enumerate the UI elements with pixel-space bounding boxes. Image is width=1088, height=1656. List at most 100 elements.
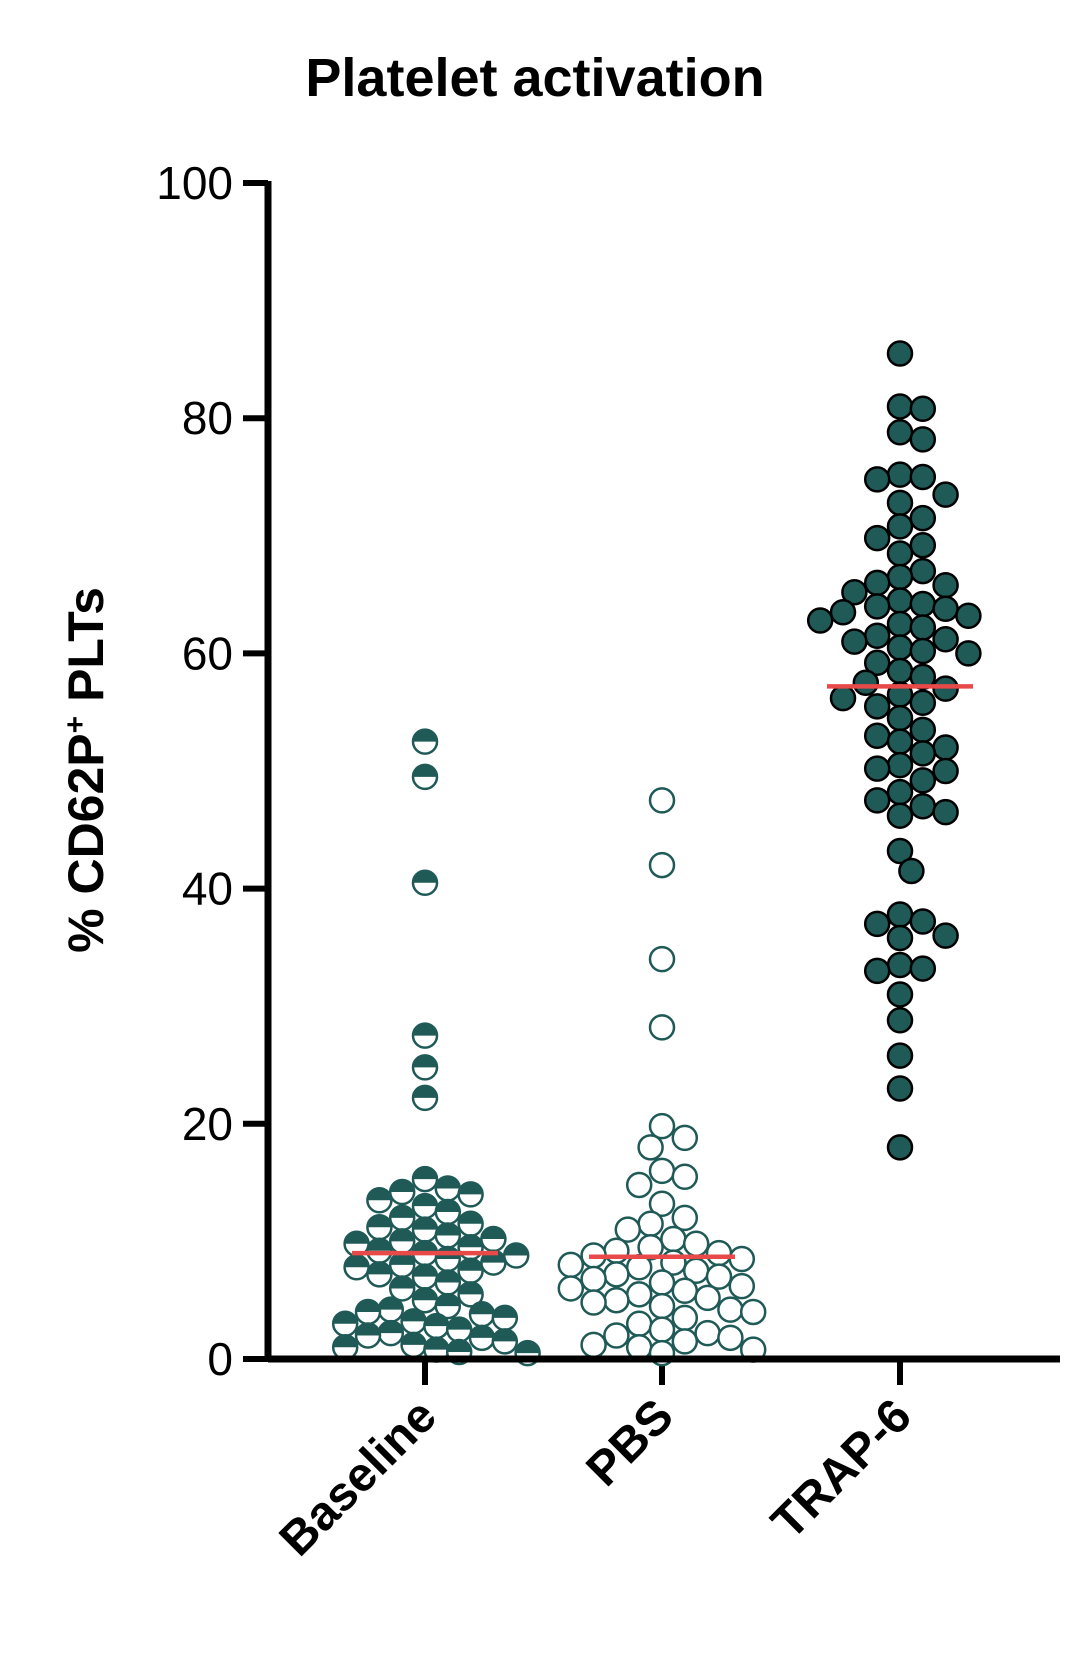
data-point <box>909 395 937 423</box>
y-axis-title-superscript: + <box>59 716 92 734</box>
data-points <box>331 340 982 1367</box>
data-point-top-half <box>413 1194 437 1207</box>
data-point <box>886 461 914 488</box>
data-point <box>457 1281 484 1308</box>
y-tick-label: 60 <box>182 627 233 679</box>
data-point <box>932 626 959 653</box>
data-point <box>841 578 868 606</box>
data-point <box>863 722 891 749</box>
data-point <box>909 614 937 641</box>
data-point <box>457 1257 484 1285</box>
data-point <box>886 1042 914 1069</box>
data-point <box>411 1263 439 1290</box>
data-point-top-half <box>458 1282 483 1295</box>
data-point <box>377 1296 405 1323</box>
data-point <box>388 1228 416 1255</box>
data-point <box>648 1112 676 1140</box>
y-axis-title-tail: PLTs <box>58 587 114 716</box>
data-point <box>502 1242 530 1269</box>
data-point <box>829 598 857 626</box>
data-point-top-half <box>435 1176 460 1189</box>
data-point <box>932 675 959 702</box>
data-point-top-half <box>515 1341 540 1354</box>
data-point-top-half <box>435 1270 460 1283</box>
data-point <box>603 1286 630 1314</box>
data-point <box>637 1134 664 1161</box>
data-point <box>886 981 914 1008</box>
data-point <box>671 1163 699 1190</box>
data-point <box>886 924 914 952</box>
data-point <box>898 857 925 885</box>
data-point <box>886 540 914 567</box>
data-point <box>671 1124 699 1152</box>
data-point-top-half <box>413 1167 437 1180</box>
data-point-top-half <box>378 1321 403 1334</box>
data-point <box>909 716 937 744</box>
data-point <box>468 1301 496 1328</box>
data-point <box>434 1175 462 1202</box>
data-point <box>909 689 937 717</box>
data-point <box>411 1084 439 1112</box>
data-point <box>886 419 914 446</box>
data-point-top-half <box>344 1231 369 1244</box>
data-point-top-half <box>378 1297 403 1310</box>
data-point <box>886 393 914 420</box>
data-point <box>411 1192 439 1220</box>
median-lines <box>352 684 973 1259</box>
data-point <box>491 1304 519 1332</box>
data-point <box>614 1216 642 1243</box>
data-point-top-half <box>504 1243 529 1256</box>
data-point <box>863 649 891 677</box>
data-point <box>886 610 914 638</box>
data-point <box>411 1054 439 1081</box>
data-point <box>491 1328 519 1355</box>
data-point <box>648 1269 676 1296</box>
data-point <box>863 593 891 620</box>
data-point <box>671 1328 699 1355</box>
data-point <box>434 1198 462 1226</box>
data-point <box>728 1272 756 1300</box>
data-point <box>886 634 914 661</box>
data-point <box>331 1310 359 1337</box>
data-point <box>886 657 914 685</box>
data-point <box>457 1210 484 1238</box>
y-tick-label: 80 <box>182 392 233 444</box>
data-point <box>909 463 937 491</box>
data-point <box>955 602 982 630</box>
data-point <box>354 1298 382 1326</box>
data-point-top-half <box>413 1288 437 1301</box>
data-point-top-half <box>390 1180 415 1193</box>
data-point <box>863 524 891 552</box>
data-point <box>694 1284 721 1312</box>
data-point <box>388 1251 416 1279</box>
data-point <box>886 704 914 732</box>
data-point <box>863 957 891 985</box>
data-point <box>909 590 937 618</box>
data-point <box>603 1261 630 1288</box>
data-point <box>682 1230 710 1258</box>
y-tick-label: 100 <box>156 157 233 209</box>
data-point <box>932 922 959 949</box>
data-point <box>468 1324 496 1352</box>
data-point <box>932 734 959 761</box>
data-point-top-half <box>413 1055 437 1068</box>
data-point <box>909 531 937 559</box>
data-point <box>694 1319 721 1347</box>
data-point <box>863 569 891 597</box>
x-tick-label-baseline: Baseline <box>270 1389 447 1566</box>
data-point-top-half <box>470 1325 494 1338</box>
x-tick-label-trap-6: TRAP-6 <box>762 1389 922 1549</box>
data-point <box>603 1322 630 1349</box>
y-tick-label: 40 <box>182 863 233 915</box>
data-point <box>886 340 914 367</box>
data-point-top-half <box>413 1217 437 1230</box>
data-point-top-half <box>367 1238 392 1251</box>
data-point <box>457 1181 484 1208</box>
data-point <box>434 1292 462 1320</box>
data-point <box>671 1304 699 1332</box>
data-point <box>434 1245 462 1273</box>
data-point-top-half <box>356 1323 380 1336</box>
y-tick-label: 20 <box>182 1098 233 1150</box>
data-point-top-half <box>470 1302 494 1315</box>
data-point <box>909 663 937 691</box>
